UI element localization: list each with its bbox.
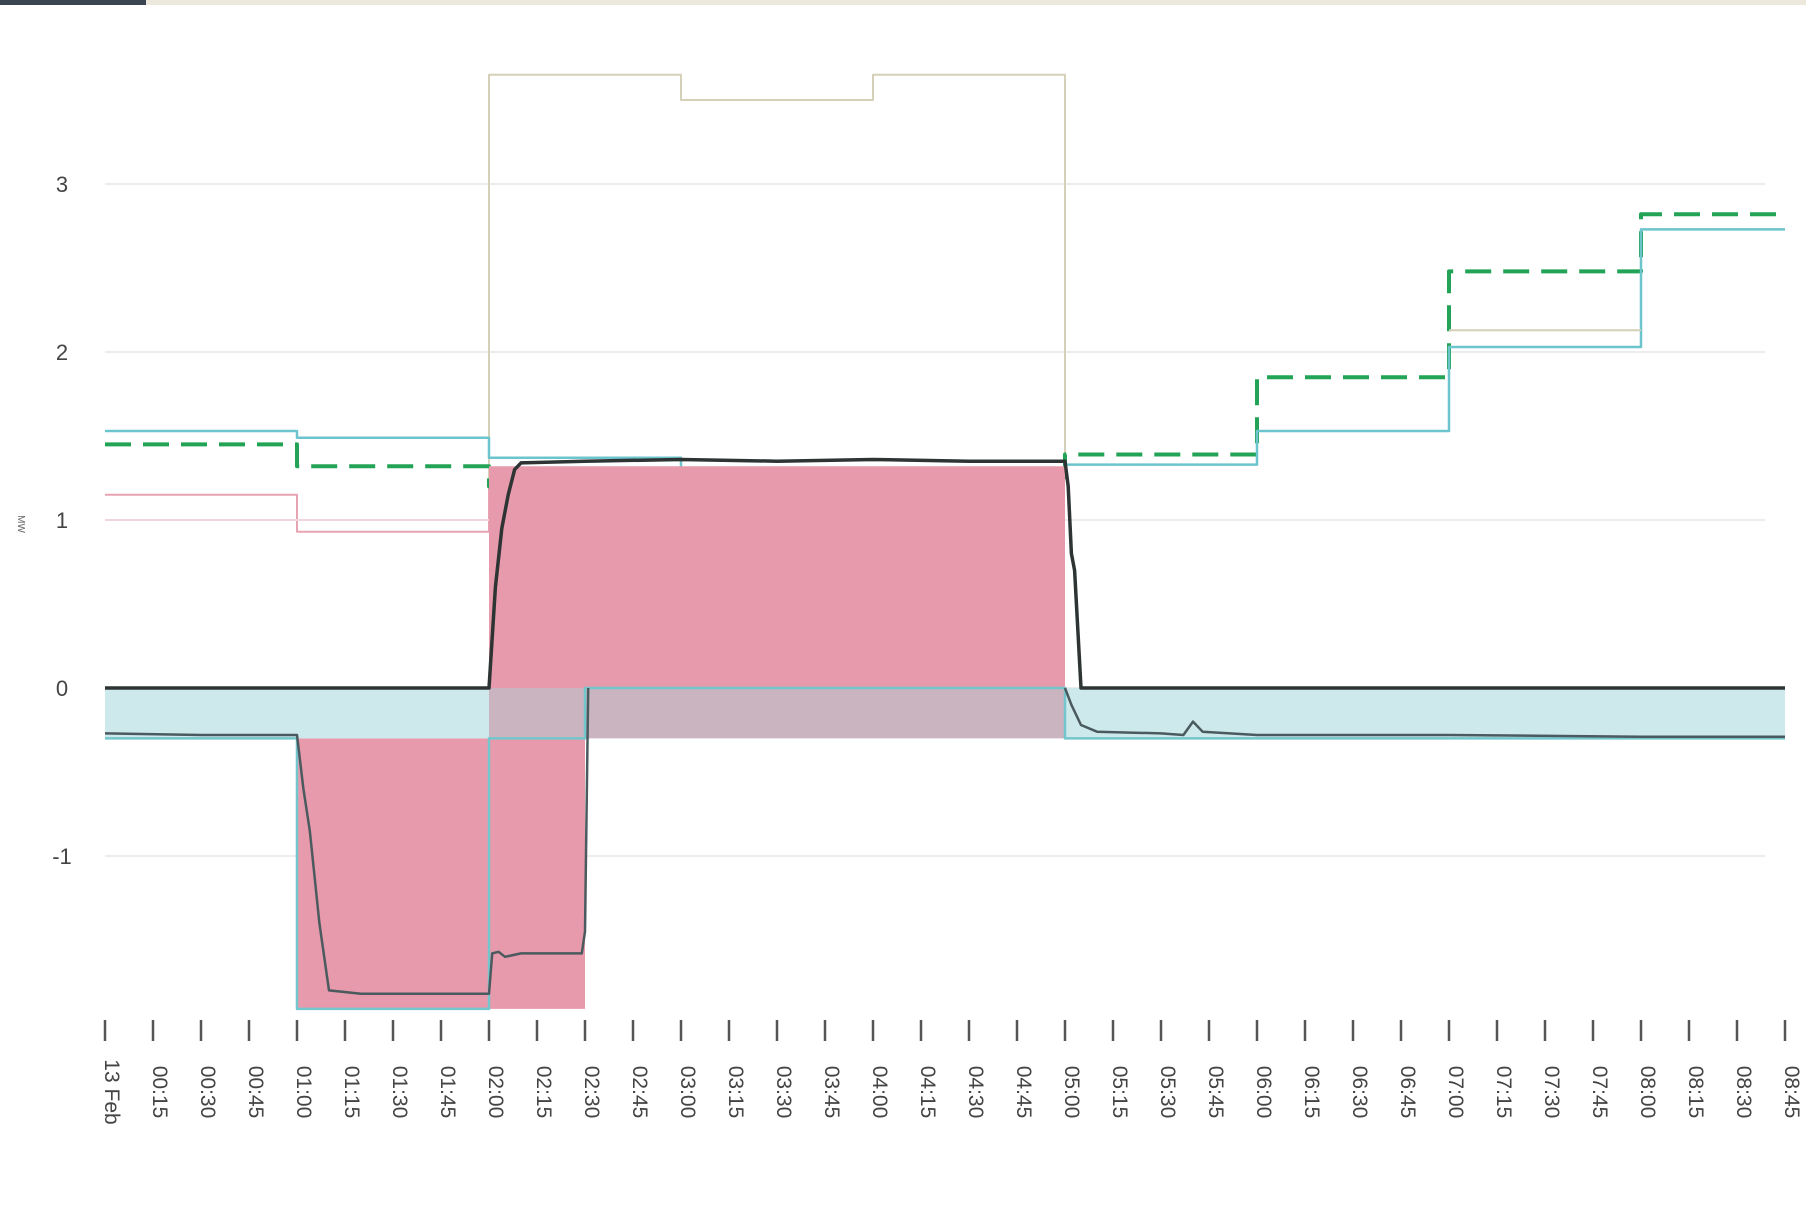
series-line-4 xyxy=(105,228,1785,475)
x-tick-label: 04:00 xyxy=(868,1066,891,1119)
x-tick-label: 01:30 xyxy=(388,1066,411,1119)
x-tick-label: 03:30 xyxy=(772,1066,795,1119)
x-tick-label: 03:15 xyxy=(724,1066,747,1119)
x-tick-label: 07:00 xyxy=(1444,1066,1467,1119)
x-tick-label: 06:45 xyxy=(1396,1066,1419,1119)
y-axis-title: MW xyxy=(15,515,26,533)
x-tick-label: 07:45 xyxy=(1588,1066,1611,1119)
x-tick-label: 05:30 xyxy=(1156,1066,1179,1119)
x-tick-label: 07:15 xyxy=(1492,1066,1515,1119)
x-tick-label: 08:45 xyxy=(1780,1066,1803,1119)
series-fill-area-7 xyxy=(297,738,585,1009)
x-tick-label: 04:15 xyxy=(916,1066,939,1119)
x-tick-label: 03:00 xyxy=(676,1066,699,1119)
x-tick-label: 01:00 xyxy=(292,1066,315,1119)
x-tick-label: 02:00 xyxy=(484,1066,507,1119)
x-tick-label: 01:15 xyxy=(340,1066,363,1119)
x-tick-label: 07:30 xyxy=(1540,1066,1563,1119)
x-tick-label: 04:45 xyxy=(1012,1066,1035,1119)
y-tick-label: 0 xyxy=(56,676,68,701)
x-tick-label: 02:15 xyxy=(532,1066,555,1119)
y-tick-label: 3 xyxy=(56,172,68,197)
x-tick-label: 08:30 xyxy=(1732,1066,1755,1119)
series-line-3 xyxy=(105,212,1785,497)
x-tick-label: 00:15 xyxy=(148,1066,171,1119)
top-strip-tab xyxy=(0,0,146,5)
series-line-11 xyxy=(105,686,1785,1011)
x-tick-label: 02:45 xyxy=(628,1066,651,1119)
x-tick-label: 05:45 xyxy=(1204,1066,1227,1119)
x-tick-label: 00:45 xyxy=(244,1066,267,1119)
series-fill-area-10 xyxy=(489,688,1065,739)
series-fill-area-9 xyxy=(1065,688,1785,739)
x-tick-label: 03:45 xyxy=(820,1066,843,1119)
x-tick-label: 13 Feb xyxy=(100,1059,123,1124)
x-tick-label: 06:15 xyxy=(1300,1066,1323,1119)
x-tick-label: 06:30 xyxy=(1348,1066,1371,1119)
y-tick-label: -1 xyxy=(52,844,72,869)
series-line-14 xyxy=(1063,687,1785,738)
x-tick-label: 01:45 xyxy=(436,1066,459,1119)
series-line-12 xyxy=(104,687,590,996)
y-tick-label: 2 xyxy=(56,340,68,365)
x-tick-label: 00:30 xyxy=(196,1066,219,1119)
y-tick-label: 1 xyxy=(56,508,68,533)
x-tick-label: 06:00 xyxy=(1252,1066,1275,1119)
x-tick-label: 08:15 xyxy=(1684,1066,1707,1119)
series-line-13 xyxy=(105,457,1785,690)
x-tick-label: 05:15 xyxy=(1108,1066,1131,1119)
x-tick-label: 02:30 xyxy=(580,1066,603,1119)
series-fill-area-8 xyxy=(105,688,489,739)
x-tick-label: 05:00 xyxy=(1060,1066,1083,1119)
series-line-0 xyxy=(488,73,1066,520)
top-strip xyxy=(0,0,1806,5)
x-tick-label: 04:30 xyxy=(964,1066,987,1119)
x-tick-label: 08:00 xyxy=(1636,1066,1659,1119)
series-fill-area-6 xyxy=(489,466,1065,688)
